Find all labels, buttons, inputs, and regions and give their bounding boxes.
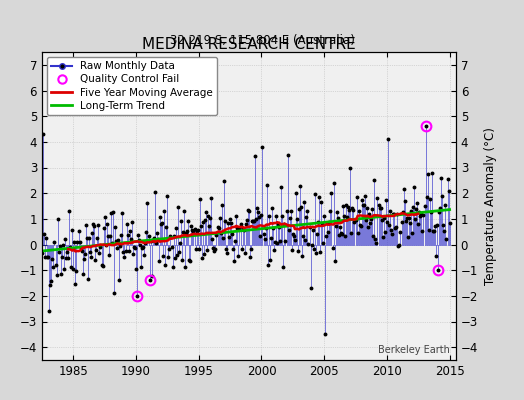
Text: 32.219 S, 115.804 E (Australia): 32.219 S, 115.804 E (Australia) [170,34,354,47]
Legend: Raw Monthly Data, Quality Control Fail, Five Year Moving Average, Long-Term Tren: Raw Monthly Data, Quality Control Fail, … [47,57,217,115]
Y-axis label: Temperature Anomaly (°C): Temperature Anomaly (°C) [484,127,497,285]
Title: MEDINA RESEARCH CENTRE: MEDINA RESEARCH CENTRE [142,37,356,52]
Text: Berkeley Earth: Berkeley Earth [378,345,450,355]
